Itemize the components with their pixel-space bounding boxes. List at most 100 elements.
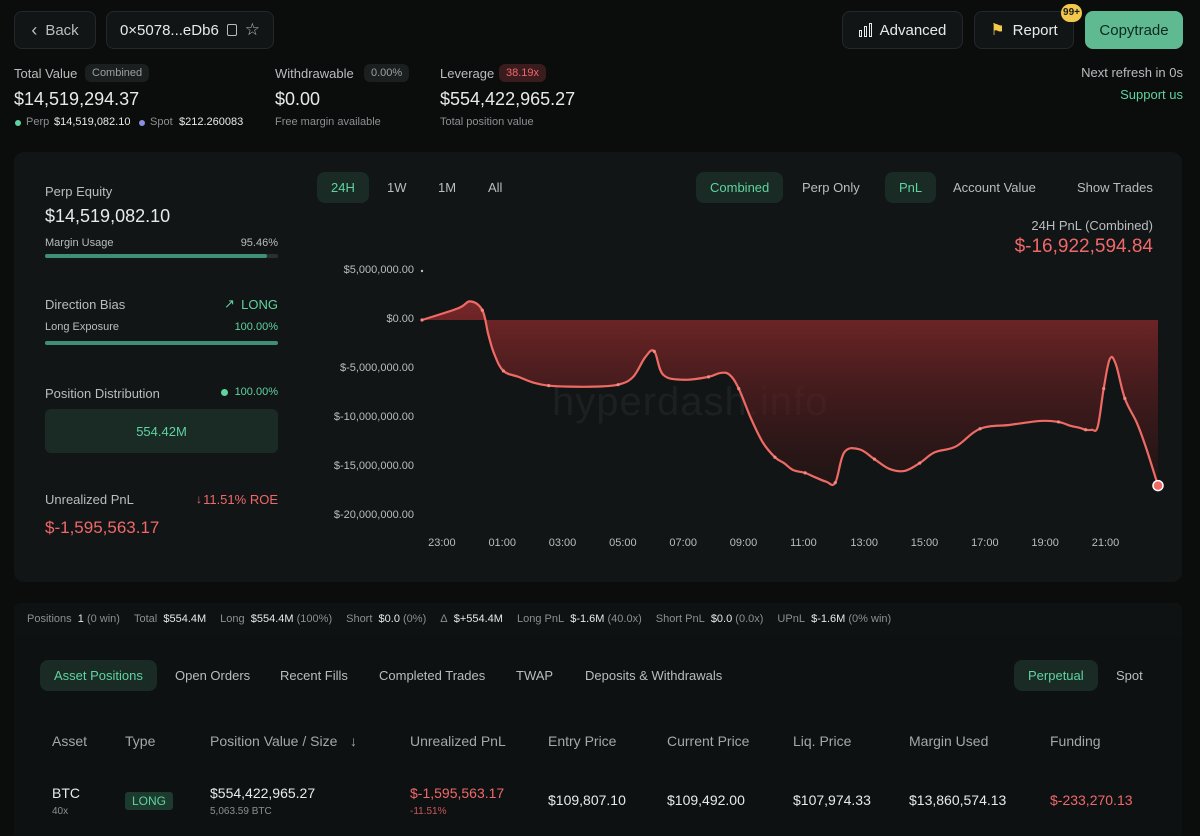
perp-value: $14,519,082.10 [54,116,131,128]
long-exposure-value: 100.00% [234,321,278,333]
y-axis-dot [420,269,424,273]
long-exposure-label: Long Exposure [45,321,119,333]
pnl-point [978,427,982,431]
pnl-point [501,369,506,373]
metric-tab-pnl[interactable]: PnL [885,172,937,203]
report-button[interactable]: ⚑ Report [974,11,1074,49]
arrow-down-icon[interactable]: ↓ [350,733,357,749]
pnl-point [547,384,551,388]
tab-deposits-withdrawals[interactable]: Deposits & Withdrawals [585,668,723,683]
stat-long-pnl: Long PnL $-1.6M (40.0x) [516,613,642,625]
x-tick-label: 19:00 [1031,537,1059,549]
back-button[interactable]: ‹ Back [14,11,96,49]
address-text: 0×5078...eDb6 [119,21,219,39]
mode-tab-perp-only[interactable]: Perp Only [802,180,860,195]
star-icon[interactable]: ☆ [244,20,261,39]
tab-perpetual[interactable]: Perpetual [1014,660,1098,691]
stat-short: Short $0.0 (0%) [346,613,427,625]
report-count-badge: 99+ [1061,4,1082,22]
total-value: $14,519,294.37 [14,89,140,109]
position-dist-amount: 554.42M [136,423,187,439]
position-value: $554,422,965.27 [210,785,316,801]
pnl-point [480,308,484,312]
header-asset[interactable]: Asset [52,733,88,749]
unrealized-label: Unrealized PnL [45,492,134,507]
y-tick-label: $-15,000,000.00 [333,460,414,472]
stat-positions: Positions 1 (0 win) [27,613,120,625]
pnl-value: $-16,922,594.84 [1014,236,1153,257]
positions-panel [14,635,1182,836]
withdrawable-label: Withdrawable [275,66,354,81]
support-link[interactable]: Support us [1120,87,1183,102]
y-tick-label: $5,000,000.00 [343,264,414,276]
stat-upnl: UPnL $-1.6M (0% win) [777,613,892,625]
address-chip: 0×5078...eDb6 ☆ [106,11,274,49]
header-current-price[interactable]: Current Price [667,733,750,749]
metric-tab-account-value[interactable]: Account Value [953,180,1036,195]
perp-label: Perp [26,116,50,128]
y-tick-label: $-10,000,000.00 [333,411,414,423]
copy-icon[interactable] [226,24,237,36]
pnl-point [706,375,711,379]
tab-completed-trades[interactable]: Completed Trades [379,668,486,683]
position-dist-value: 100.00% [234,386,278,398]
advanced-label: Advanced [879,21,947,39]
advanced-button[interactable]: Advanced [842,11,963,49]
pnl-chart[interactable] [0,0,1200,600]
header-funding[interactable]: Funding [1050,733,1101,749]
copytrade-button[interactable]: Copytrade [1085,11,1183,49]
pnl-point [918,461,922,465]
range-tab-1w[interactable]: 1W [387,180,407,195]
x-tick-label: 09:00 [729,537,758,549]
show-trades-toggle[interactable]: Show Trades [1077,180,1153,195]
total-value-label: Total Value [14,66,78,81]
mode-tab-combined[interactable]: Combined [696,172,784,203]
unrealized-value: $-1,595,563.17 [45,518,160,537]
position-dist-label: Position Distribution [45,386,160,401]
header-unrealized-pnl[interactable]: Unrealized PnL [410,733,506,749]
liq-price: $107,974.33 [793,792,871,808]
asset-name[interactable]: BTC [52,785,80,801]
margin-usage-value: 95.46% [240,237,278,249]
header-position-value[interactable]: Position Value / Size [210,733,338,749]
x-tick-label: 07:00 [669,537,697,549]
position-dist-bar[interactable]: 554.42M [45,409,278,453]
header-margin-used[interactable]: Margin Used [909,733,989,749]
header-type[interactable]: Type [125,733,156,749]
tab-asset-positions[interactable]: Asset Positions [40,660,157,691]
x-tick-label: 17:00 [971,537,999,549]
withdrawable-badge: 0.00% [364,64,410,82]
tab-spot[interactable]: Spot [1116,668,1143,683]
withdrawable-sub: Free margin available [275,116,381,128]
x-tick-label: 15:00 [910,537,939,549]
range-tab-24h[interactable]: 24H [317,172,369,203]
y-tick-label: $0.00 [386,313,414,325]
header-entry-price[interactable]: Entry Price [548,733,617,749]
pnl-point [420,318,424,322]
stat-total: Total $554.4M [133,613,207,625]
pnl-point [652,349,656,353]
asset-leverage: 40x [52,806,69,817]
range-tab-all[interactable]: All [488,180,503,195]
x-tick-label: 11:00 [790,537,817,549]
direction-bias-value: LONG [241,297,278,312]
x-tick-label: 23:00 [428,537,456,549]
range-tab-1m[interactable]: 1M [438,180,457,195]
tab-recent-fills[interactable]: Recent Fills [280,668,348,683]
pnl-point [1102,387,1106,391]
leverage-label: Leverage [440,66,495,81]
pnl-endpoint[interactable] [1152,479,1164,492]
pnl-point [737,387,741,391]
perp-equity-value: $14,519,082.10 [45,206,171,226]
tab-twap[interactable]: TWAP [516,668,554,683]
back-label: Back [45,21,79,39]
margin-usage-bar [45,254,278,258]
flag-icon: ⚑ [990,22,1005,39]
current-price: $109,492.00 [667,792,745,808]
type-badge: LONG [125,792,174,810]
pnl-point [803,471,807,475]
x-tick-label: 01:00 [488,537,516,549]
tab-open-orders[interactable]: Open Orders [175,668,251,683]
header-liq-price[interactable]: Liq. Price [793,733,852,749]
x-tick-label: 03:00 [548,537,577,549]
